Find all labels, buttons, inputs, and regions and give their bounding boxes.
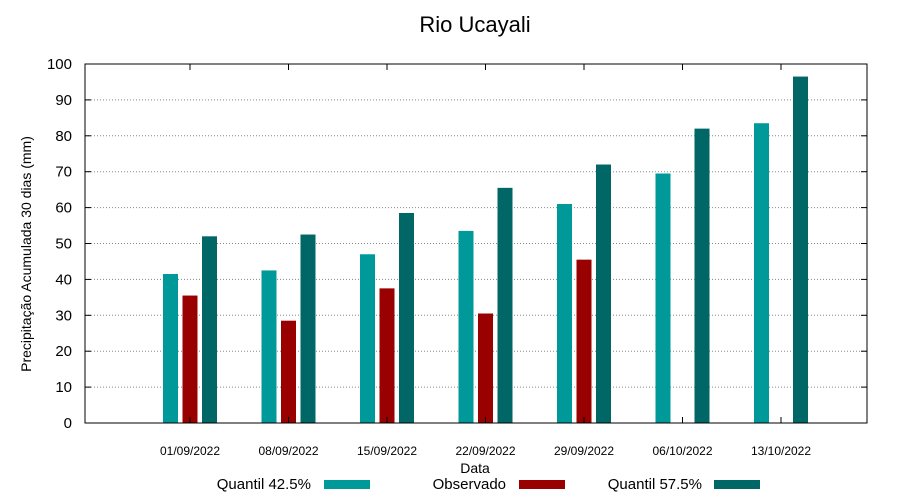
bar-1 bbox=[163, 274, 178, 423]
x-tick-label: 13/10/2022 bbox=[751, 444, 811, 458]
bar-2 bbox=[281, 320, 296, 423]
bar-3 bbox=[596, 164, 611, 423]
bar-3 bbox=[399, 212, 414, 423]
grid-lines bbox=[85, 99, 867, 388]
legend-swatch bbox=[324, 480, 370, 489]
bar-1 bbox=[754, 123, 769, 424]
y-axis-label: Precipitação Acumulada 30 dias (mm) bbox=[18, 136, 34, 372]
x-tick-label: 22/09/2022 bbox=[455, 444, 515, 458]
legend: Quantil 42.5% Observado Quantil 57.5% bbox=[217, 476, 760, 493]
y-tick-label: 90 bbox=[55, 92, 72, 109]
x-axis-ticks: 01/09/2022 08/09/2022 15/09/2022 22/09/2022… bbox=[160, 64, 811, 458]
bar-3 bbox=[694, 128, 710, 423]
legend-label: Quantil 42.5% bbox=[217, 476, 311, 493]
x-tick-label: 08/09/2022 bbox=[258, 444, 318, 458]
y-tick-label: 80 bbox=[55, 128, 72, 145]
bar-1 bbox=[261, 270, 277, 423]
bar-3 bbox=[300, 234, 316, 423]
legend-swatch bbox=[519, 480, 565, 489]
bar-2 bbox=[576, 259, 592, 423]
x-axis-label: Data bbox=[460, 460, 490, 476]
bar-1 bbox=[655, 173, 671, 423]
legend-label: Quantil 57.5% bbox=[608, 476, 702, 493]
x-tick-label: 01/09/2022 bbox=[160, 444, 220, 458]
y-axis-ticks: 0 10 20 30 40 50 60 70 80 90 100 bbox=[47, 56, 867, 432]
legend-swatch bbox=[714, 480, 760, 489]
bar-2 bbox=[478, 313, 493, 423]
y-tick-label: 0 bbox=[64, 415, 72, 432]
y-tick-label: 20 bbox=[55, 343, 72, 360]
y-tick-label: 50 bbox=[55, 236, 72, 253]
bar-3 bbox=[793, 76, 808, 423]
bar-1 bbox=[557, 204, 572, 423]
bar-3 bbox=[202, 236, 217, 423]
chart-title: Rio Ucayali bbox=[419, 12, 530, 37]
y-tick-label: 100 bbox=[47, 56, 72, 73]
y-tick-label: 70 bbox=[55, 164, 72, 181]
y-tick-label: 40 bbox=[55, 271, 72, 288]
x-tick-label: 15/09/2022 bbox=[357, 444, 417, 458]
bar-2 bbox=[379, 288, 395, 423]
y-tick-label: 30 bbox=[55, 307, 72, 324]
y-tick-label: 60 bbox=[55, 200, 72, 217]
x-tick-label: 06/10/2022 bbox=[652, 444, 712, 458]
bar-2 bbox=[182, 295, 198, 423]
bars bbox=[163, 76, 808, 424]
x-tick-label: 29/09/2022 bbox=[554, 444, 614, 458]
bar-1 bbox=[458, 230, 474, 423]
bar-3 bbox=[497, 187, 513, 423]
bar-1 bbox=[360, 254, 375, 423]
y-tick-label: 10 bbox=[55, 379, 72, 396]
legend-label: Observado bbox=[433, 476, 506, 493]
